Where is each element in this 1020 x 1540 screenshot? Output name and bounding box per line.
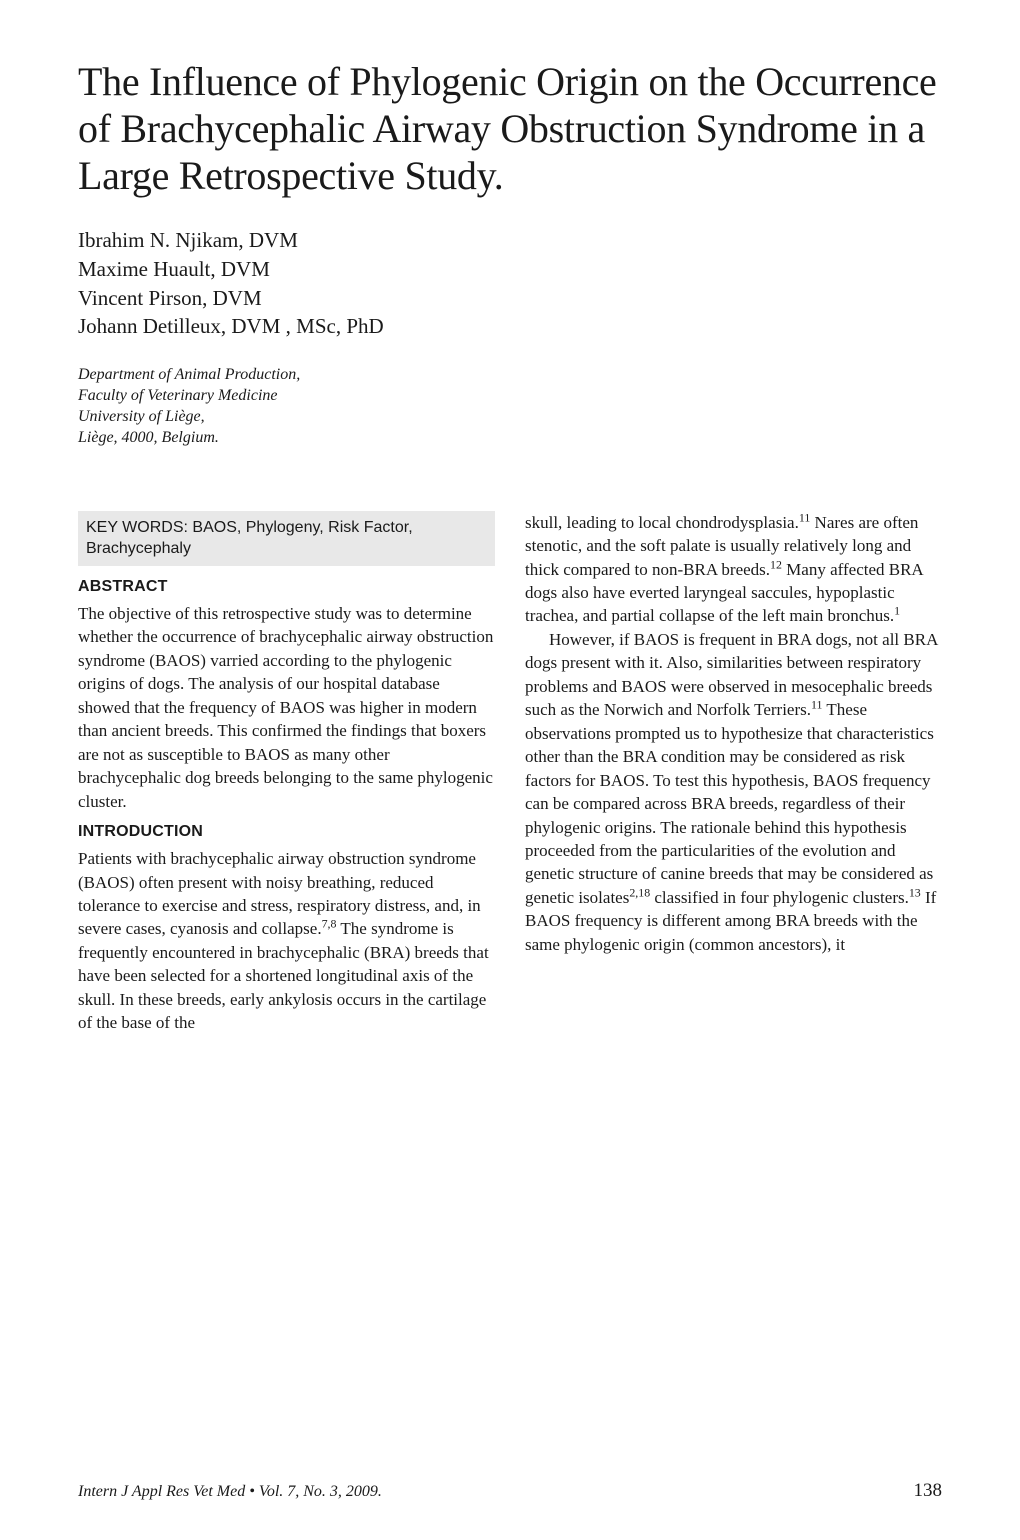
text-run: However, if BAOS is frequent in BRA dogs…	[525, 630, 937, 719]
introduction-body-col2: skull, leading to local chondrodysplasia…	[525, 511, 942, 957]
article-title: The Influence of Phylogenic Origin on th…	[78, 58, 942, 200]
intro-paragraph-1-cont: skull, leading to local chondrodysplasia…	[525, 511, 942, 628]
text-run: These observations prompted us to hypoth…	[525, 700, 934, 907]
author: Johann Detilleux, DVM , MSc, PhD	[78, 312, 942, 341]
abstract-body: The objective of this retrospective stud…	[78, 602, 495, 813]
keywords-box: KEY WORDS: BAOS, Phylogeny, Risk Factor,…	[78, 511, 495, 566]
citation-sup: 2,18	[629, 885, 650, 899]
affiliation-line: Faculty of Veterinary Medicine	[78, 386, 942, 407]
author: Maxime Huault, DVM	[78, 255, 942, 284]
authors-block: Ibrahim N. Njikam, DVM Maxime Huault, DV…	[78, 226, 942, 342]
abstract-paragraph: The objective of this retrospective stud…	[78, 602, 495, 813]
citation-sup: 1	[894, 604, 900, 618]
affiliation-line: Department of Animal Production,	[78, 365, 942, 386]
affiliation-line: Liège, 4000, Belgium.	[78, 428, 942, 449]
intro-paragraph-2: However, if BAOS is frequent in BRA dogs…	[525, 628, 942, 956]
page-footer: Intern J Appl Res Vet Med • Vol. 7, No. …	[78, 1480, 942, 1502]
affiliation-line: University of Liège,	[78, 407, 942, 428]
left-column: KEY WORDS: BAOS, Phylogeny, Risk Factor,…	[78, 511, 495, 1035]
text-run: skull, leading to local chondrodysplasia…	[525, 513, 799, 532]
introduction-body-col1: Patients with brachycephalic airway obst…	[78, 847, 495, 1035]
journal-citation: Intern J Appl Res Vet Med • Vol. 7, No. …	[78, 1483, 382, 1501]
affiliation-block: Department of Animal Production, Faculty…	[78, 365, 942, 448]
citation-sup: 7,8	[322, 917, 337, 931]
citation-sup: 11	[799, 510, 810, 524]
right-column: skull, leading to local chondrodysplasia…	[525, 511, 942, 1035]
page-number: 138	[914, 1480, 943, 1502]
citation-sup: 12	[770, 557, 782, 571]
two-column-layout: KEY WORDS: BAOS, Phylogeny, Risk Factor,…	[78, 511, 942, 1035]
author: Ibrahim N. Njikam, DVM	[78, 226, 942, 255]
abstract-heading: ABSTRACT	[78, 576, 495, 598]
citation-sup: 11	[811, 698, 822, 712]
citation-sup: 13	[909, 885, 921, 899]
intro-paragraph-1: Patients with brachycephalic airway obst…	[78, 847, 495, 1035]
introduction-heading: INTRODUCTION	[78, 821, 495, 843]
author: Vincent Pirson, DVM	[78, 284, 942, 313]
keywords-label: KEY WORDS:	[86, 519, 188, 536]
text-run: classified in four phylogenic clusters.	[650, 888, 909, 907]
